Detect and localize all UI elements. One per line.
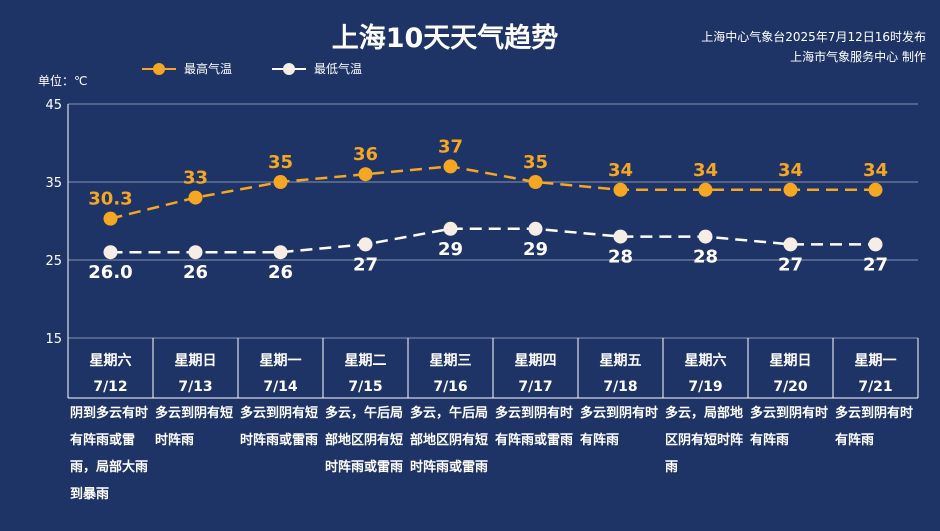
weather-description: 多云到阴有时有阵雨或雷雨 bbox=[495, 406, 574, 448]
low-point bbox=[188, 245, 203, 260]
date-label: 7/20 bbox=[773, 379, 808, 395]
high-point bbox=[358, 167, 373, 182]
date-label: 7/21 bbox=[858, 379, 892, 395]
date-label: 7/16 bbox=[433, 379, 467, 395]
low-value-label: 28 bbox=[693, 247, 718, 268]
weekday-label: 星期五 bbox=[600, 353, 642, 369]
weekday-label: 星期三 bbox=[430, 353, 472, 369]
weekday-label: 星期四 bbox=[515, 353, 557, 369]
low-point bbox=[443, 221, 458, 236]
high-point bbox=[528, 175, 543, 189]
high-point bbox=[868, 182, 883, 197]
legend-low-marker bbox=[272, 62, 306, 75]
weather-description: 多云到阴有时有阵雨 bbox=[835, 406, 914, 448]
chart-title: 上海10天天气趋势 bbox=[331, 23, 559, 54]
weekday-label: 星期日 bbox=[770, 353, 812, 369]
low-point bbox=[698, 229, 713, 244]
high-point bbox=[273, 175, 288, 189]
legend-low-label: 最低气温 bbox=[314, 62, 363, 76]
high-value-label: 35 bbox=[523, 152, 548, 173]
low-point bbox=[783, 237, 798, 252]
high-value-label: 37 bbox=[438, 136, 463, 157]
weekday-label: 星期二 bbox=[345, 353, 387, 369]
weather-description: 多云，局部地区阴有短时阵雨 bbox=[665, 406, 744, 475]
weekday-label: 星期日 bbox=[175, 353, 217, 369]
low-value-label: 26.0 bbox=[88, 262, 132, 283]
weekday-label: 星期六 bbox=[685, 352, 727, 369]
low-value-label: 29 bbox=[438, 239, 463, 260]
low-value-label: 27 bbox=[863, 254, 888, 275]
high-value-label: 34 bbox=[778, 160, 803, 181]
high-series-line bbox=[110, 165, 876, 220]
weather-description: 多云到阴有短时阵雨或雷雨 bbox=[240, 406, 319, 448]
unit-label: 单位：℃ bbox=[38, 74, 88, 88]
publish-info: 上海中心气象台2025年7月12日16时发布 bbox=[701, 30, 926, 44]
low-point bbox=[358, 237, 373, 252]
y-tick-label: 45 bbox=[45, 98, 62, 113]
y-tick-label: 15 bbox=[45, 332, 62, 347]
date-label: 7/15 bbox=[348, 379, 382, 395]
high-value-label: 30.3 bbox=[88, 189, 132, 210]
high-point bbox=[103, 211, 118, 226]
low-value-label: 27 bbox=[353, 254, 378, 275]
weekday-label: 星期一 bbox=[260, 353, 302, 369]
weather-description: 阴到多云有时有阵雨或雷雨，局部大雨到暴雨 bbox=[70, 406, 149, 502]
low-value-label: 29 bbox=[523, 239, 548, 260]
high-value-label: 34 bbox=[608, 160, 633, 181]
date-label: 7/14 bbox=[263, 379, 298, 395]
legend-high-marker bbox=[142, 62, 176, 75]
date-label: 7/13 bbox=[178, 379, 212, 395]
y-tick-label: 25 bbox=[45, 254, 62, 269]
low-value-label: 26 bbox=[268, 262, 293, 283]
weather-description: 多云到阴有时有阵雨 bbox=[750, 406, 829, 448]
low-point bbox=[868, 237, 883, 252]
low-point bbox=[103, 245, 118, 260]
high-value-label: 33 bbox=[183, 168, 208, 189]
weather-description: 多云到阴有时有阵雨 bbox=[580, 406, 659, 448]
weather-description: 多云到阴有短时阵雨 bbox=[155, 406, 234, 448]
high-point bbox=[613, 182, 628, 197]
high-value-label: 34 bbox=[863, 160, 888, 181]
high-point bbox=[188, 190, 203, 205]
low-value-label: 26 bbox=[183, 262, 208, 283]
low-point bbox=[613, 229, 628, 244]
y-tick-label: 35 bbox=[45, 176, 62, 191]
low-value-label: 28 bbox=[608, 247, 633, 268]
date-label: 7/19 bbox=[688, 379, 722, 395]
high-value-label: 34 bbox=[693, 160, 718, 181]
low-value-label: 27 bbox=[778, 254, 803, 275]
legend-high: 最高气温 bbox=[142, 60, 232, 77]
date-label: 7/12 bbox=[93, 379, 127, 395]
weather-description: 多云，午后局部地区阴有短时阵雨或雷雨 bbox=[325, 406, 404, 475]
high-point bbox=[783, 182, 798, 197]
low-series-line bbox=[110, 227, 876, 254]
low-point bbox=[528, 221, 543, 236]
high-point bbox=[698, 182, 713, 197]
date-label: 7/18 bbox=[603, 379, 637, 395]
legend-low: 最低气温 bbox=[272, 60, 362, 77]
date-label: 7/17 bbox=[518, 379, 552, 395]
legend-high-label: 最高气温 bbox=[184, 62, 233, 76]
high-value-label: 36 bbox=[353, 144, 378, 165]
producer-info: 上海市气象服务中心 制作 bbox=[790, 50, 926, 64]
weather-description: 多云，午后局部地区阴有短时阵雨或雷雨 bbox=[410, 406, 489, 475]
weekday-label: 星期六 bbox=[90, 352, 132, 369]
low-point bbox=[273, 245, 288, 260]
weekday-label: 星期一 bbox=[855, 353, 897, 369]
high-value-label: 35 bbox=[268, 152, 293, 173]
high-point bbox=[443, 159, 458, 174]
